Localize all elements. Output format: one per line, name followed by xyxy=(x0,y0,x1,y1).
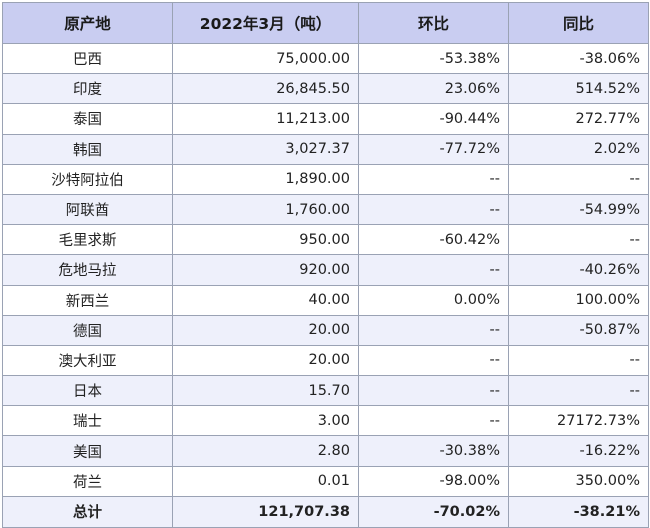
cell-yoy: 350.00% xyxy=(508,465,649,497)
table-row: 韩国 3,027.37 -77.72% 2.02% xyxy=(2,133,649,165)
cell-origin: 沙特阿拉伯 xyxy=(2,163,173,195)
cell-volume: 20.00 xyxy=(172,314,359,346)
cell-yoy: 272.77% xyxy=(508,103,649,135)
cell-mom: -- xyxy=(358,344,509,377)
cell-volume: 3.00 xyxy=(172,405,359,437)
cell-yoy: -- xyxy=(508,344,649,377)
table-row: 阿联酋 1,760.00 -- -54.99% xyxy=(2,193,649,226)
table-row: 瑞士 3.00 -- 27172.73% xyxy=(2,405,649,437)
cell-origin: 澳大利亚 xyxy=(2,344,173,377)
cell-origin: 毛里求斯 xyxy=(2,224,173,256)
total-yoy: -38.21% xyxy=(508,495,649,528)
header-mom: 环比 xyxy=(358,2,509,44)
cell-volume: 3,027.37 xyxy=(172,133,359,165)
table-row: 巴西 75,000.00 -53.38% -38.06% xyxy=(2,42,649,75)
header-volume: 2022年3月（吨） xyxy=(172,2,359,44)
cell-origin: 韩国 xyxy=(2,133,173,165)
cell-origin: 危地马拉 xyxy=(2,254,173,286)
cell-volume: 40.00 xyxy=(172,284,359,316)
cell-yoy: 2.02% xyxy=(508,133,649,165)
cell-yoy: 100.00% xyxy=(508,284,649,316)
cell-yoy: -54.99% xyxy=(508,193,649,226)
cell-origin: 德国 xyxy=(2,314,173,346)
cell-mom: -90.44% xyxy=(358,103,509,135)
cell-yoy: -- xyxy=(508,375,649,407)
cell-yoy: -40.26% xyxy=(508,254,649,286)
cell-yoy: -- xyxy=(508,163,649,195)
table-row: 印度 26,845.50 23.06% 514.52% xyxy=(2,73,649,105)
cell-mom: 23.06% xyxy=(358,73,509,105)
cell-origin: 瑞士 xyxy=(2,405,173,437)
cell-volume: 1,890.00 xyxy=(172,163,359,195)
cell-volume: 950.00 xyxy=(172,224,359,256)
cell-mom: -- xyxy=(358,314,509,346)
cell-origin: 日本 xyxy=(2,375,173,407)
cell-volume: 26,845.50 xyxy=(172,73,359,105)
table-row: 德国 20.00 -- -50.87% xyxy=(2,314,649,346)
cell-yoy: -38.06% xyxy=(508,42,649,75)
total-volume: 121,707.38 xyxy=(172,495,359,528)
cell-yoy: -16.22% xyxy=(508,435,649,467)
table-row: 毛里求斯 950.00 -60.42% -- xyxy=(2,224,649,256)
cell-mom: -- xyxy=(358,193,509,226)
cell-volume: 2.80 xyxy=(172,435,359,467)
cell-yoy: -- xyxy=(508,224,649,256)
table-row: 泰国 11,213.00 -90.44% 272.77% xyxy=(2,103,649,135)
header-row: 原产地 2022年3月（吨） 环比 同比 xyxy=(2,2,649,44)
header-origin: 原产地 xyxy=(2,2,173,44)
table-row: 美国 2.80 -30.38% -16.22% xyxy=(2,435,649,467)
cell-mom: -77.72% xyxy=(358,133,509,165)
table-row: 荷兰 0.01 -98.00% 350.00% xyxy=(2,465,649,497)
cell-mom: -98.00% xyxy=(358,465,509,497)
cell-volume: 15.70 xyxy=(172,375,359,407)
cell-origin: 美国 xyxy=(2,435,173,467)
cell-mom: -53.38% xyxy=(358,42,509,75)
cell-origin: 荷兰 xyxy=(2,465,173,497)
cell-mom: -- xyxy=(358,254,509,286)
cell-yoy: 514.52% xyxy=(508,73,649,105)
header-yoy: 同比 xyxy=(508,2,649,44)
cell-origin: 巴西 xyxy=(2,42,173,75)
cell-yoy: -50.87% xyxy=(508,314,649,346)
cell-mom: -- xyxy=(358,375,509,407)
cell-origin: 泰国 xyxy=(2,103,173,135)
cell-volume: 75,000.00 xyxy=(172,42,359,75)
cell-volume: 20.00 xyxy=(172,344,359,377)
table-row: 澳大利亚 20.00 -- -- xyxy=(2,344,649,377)
total-origin: 总计 xyxy=(2,495,173,528)
cell-mom: 0.00% xyxy=(358,284,509,316)
cell-origin: 印度 xyxy=(2,73,173,105)
table-row: 危地马拉 920.00 -- -40.26% xyxy=(2,254,649,286)
cell-origin: 阿联酋 xyxy=(2,193,173,226)
table-body: 巴西 75,000.00 -53.38% -38.06% 印度 26,845.50 23.0… xyxy=(2,42,649,497)
cell-yoy: 27172.73% xyxy=(508,405,649,437)
table-row: 沙特阿拉伯 1,890.00 -- -- xyxy=(2,163,649,195)
cell-volume: 0.01 xyxy=(172,465,359,497)
cell-mom: -30.38% xyxy=(358,435,509,467)
total-row: 总计 121,707.38 -70.02% -38.21% xyxy=(2,495,649,528)
cell-volume: 920.00 xyxy=(172,254,359,286)
cell-volume: 11,213.00 xyxy=(172,103,359,135)
cell-origin: 新西兰 xyxy=(2,284,173,316)
table-row: 新西兰 40.00 0.00% 100.00% xyxy=(2,284,649,316)
cell-mom: -- xyxy=(358,405,509,437)
table-row: 日本 15.70 -- -- xyxy=(2,375,649,407)
total-mom: -70.02% xyxy=(358,495,509,528)
cell-mom: -60.42% xyxy=(358,224,509,256)
cell-volume: 1,760.00 xyxy=(172,193,359,226)
cell-mom: -- xyxy=(358,163,509,195)
